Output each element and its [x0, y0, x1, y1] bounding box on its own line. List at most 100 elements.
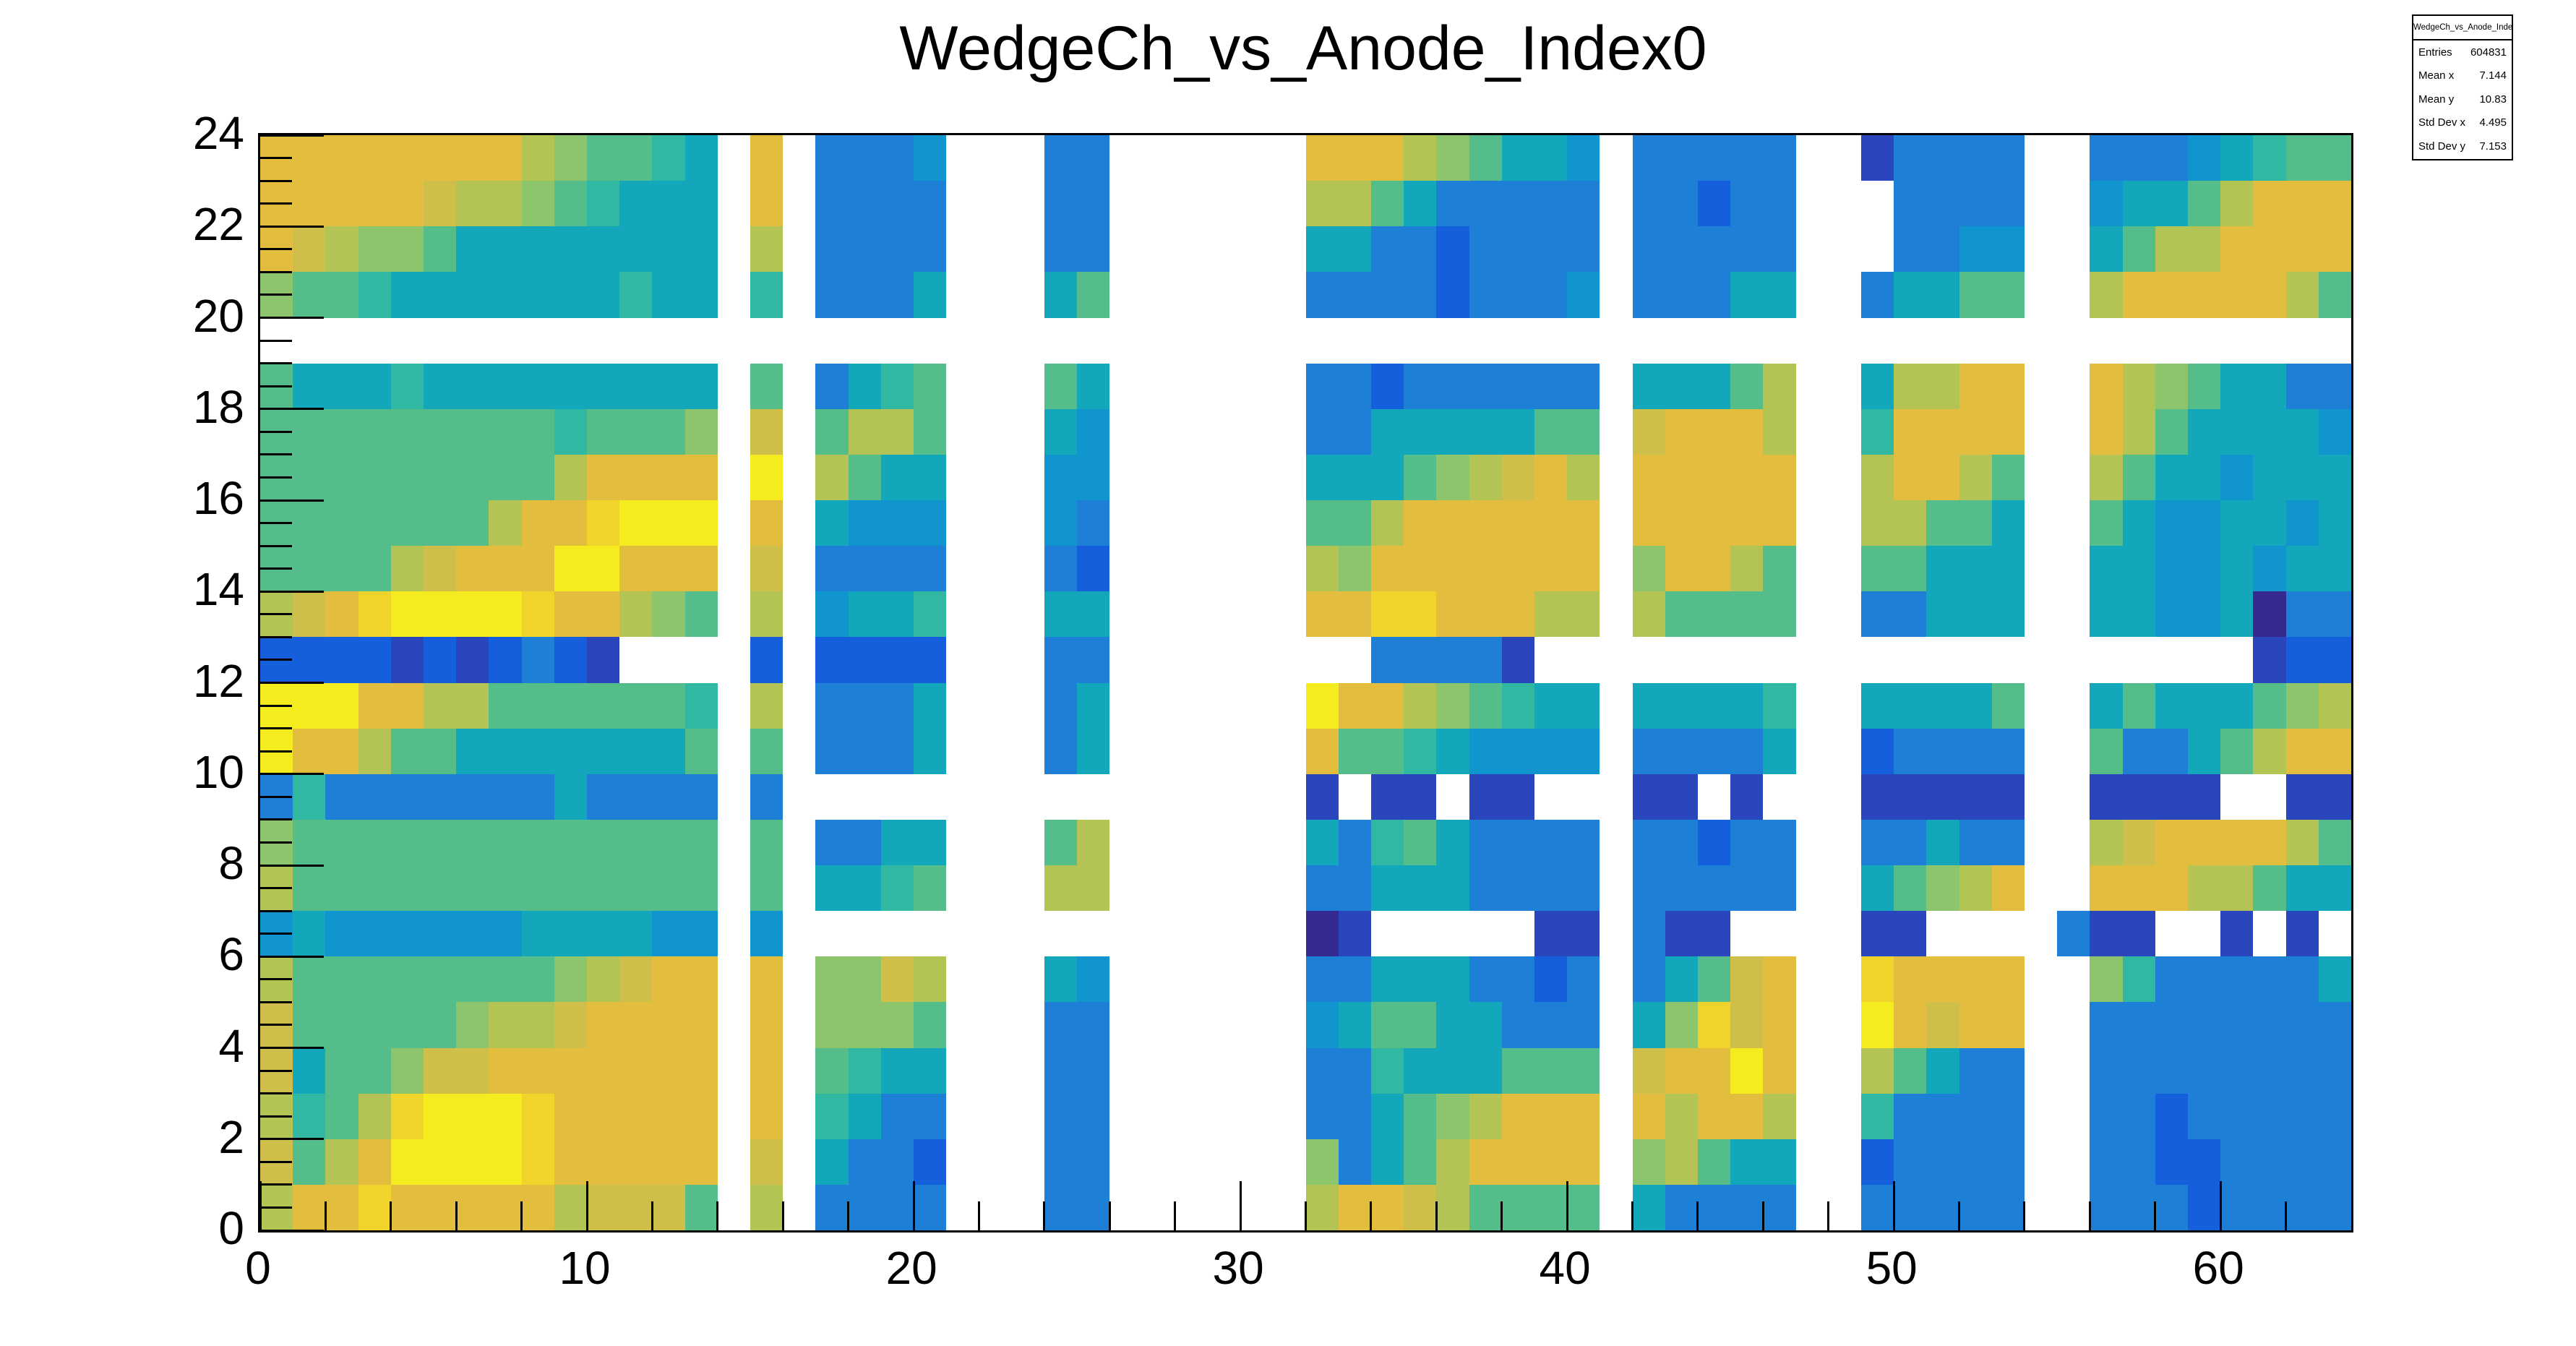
heatmap-cell: [1044, 820, 1077, 865]
heatmap-cell: [587, 956, 619, 1002]
heatmap-cell: [554, 865, 587, 911]
heatmap-cell: [1567, 1139, 1600, 1185]
heatmap-cell: [1992, 956, 2025, 1002]
heatmap-cell: [1044, 1185, 1077, 1230]
heatmap-cell: [881, 455, 914, 500]
heatmap-cell: [554, 364, 587, 409]
heatmap-cell: [1633, 1185, 1665, 1230]
heatmap-cell: [2286, 591, 2319, 637]
stats-row: Std Dev y 7.153: [2413, 134, 2512, 158]
heatmap-cell: [2220, 956, 2253, 1002]
heatmap-cell: [2319, 956, 2351, 1002]
heatmap-cell: [2155, 500, 2188, 546]
heatmap-cell: [2253, 683, 2286, 729]
heatmap-cell: [1894, 683, 1926, 729]
heatmap-cell: [2253, 865, 2286, 911]
heatmap-cell: [325, 774, 359, 820]
heatmap-cell: [1502, 1002, 1534, 1048]
heatmap-cell: [750, 1185, 783, 1230]
heatmap-cell: [1404, 1185, 1436, 1230]
y-axis-tick-label: 18: [192, 380, 244, 433]
heatmap-cell: [2090, 364, 2123, 409]
heatmap-cell: [1436, 591, 1469, 637]
heatmap-cell: [2188, 181, 2220, 226]
heatmap-cell: [1404, 364, 1436, 409]
y-minor-tick: [260, 453, 292, 456]
heatmap-cell: [1339, 455, 1371, 500]
heatmap-cell: [359, 1048, 391, 1094]
heatmap-cell: [849, 637, 881, 683]
heatmap-cell: [325, 865, 359, 911]
heatmap-cell: [619, 226, 652, 272]
heatmap-cell: [1959, 181, 1992, 226]
heatmap-cell: [325, 364, 359, 409]
heatmap-cell: [1861, 409, 1894, 455]
heatmap-cell: [456, 729, 489, 774]
heatmap-cell: [914, 1139, 946, 1185]
heatmap-cell: [1763, 683, 1796, 729]
heatmap-cell: [849, 1048, 881, 1094]
heatmap-cell: [2253, 546, 2286, 591]
heatmap-cell: [1469, 226, 1502, 272]
heatmap-cell: [2319, 637, 2351, 683]
heatmap-cell: [1926, 181, 1959, 226]
x-major-tick: [1239, 1181, 1242, 1230]
y-axis-tick-label: 16: [192, 472, 244, 524]
heatmap-cell: [1763, 500, 1796, 546]
y-axis-tick-label: 6: [218, 928, 244, 981]
heatmap-cell: [1339, 729, 1371, 774]
heatmap-cell: [750, 911, 783, 956]
heatmap-cell: [1567, 1048, 1600, 1094]
heatmap-cell: [1469, 500, 1502, 546]
y-minor-tick: [260, 293, 292, 296]
heatmap-cell: [554, 591, 587, 637]
heatmap-cell: [685, 729, 718, 774]
heatmap-cell: [685, 181, 718, 226]
heatmap-cell: [914, 820, 946, 865]
heatmap-cell: [1534, 683, 1567, 729]
heatmap-cell: [1502, 409, 1534, 455]
heatmap-cell: [2090, 546, 2123, 591]
x-major-tick: [912, 1181, 915, 1230]
heatmap-cell: [424, 637, 456, 683]
heatmap-cell: [914, 135, 946, 181]
heatmap-cell: [2253, 1185, 2286, 1230]
heatmap-cell: [325, 911, 359, 956]
heatmap-cell: [1992, 135, 2025, 181]
heatmap-cell: [685, 820, 718, 865]
heatmap-cell: [554, 1139, 587, 1185]
x-major-tick: [1892, 1181, 1895, 1230]
heatmap-cell: [489, 455, 522, 500]
x-minor-tick: [716, 1201, 719, 1230]
heatmap-cell: [359, 956, 391, 1002]
heatmap-cell: [293, 500, 325, 546]
heatmap-cell: [359, 683, 391, 729]
heatmap-cell: [456, 774, 489, 820]
stats-label: Std Dev x: [2418, 116, 2466, 129]
heatmap-cell: [293, 1002, 325, 1048]
heatmap-cell: [2319, 135, 2351, 181]
heatmap-cell: [2123, 774, 2155, 820]
heatmap-cell: [1306, 364, 1339, 409]
x-minor-tick: [2023, 1201, 2026, 1230]
heatmap-cell: [1665, 911, 1698, 956]
heatmap-cell: [2090, 226, 2123, 272]
y-axis-tick-label: 10: [192, 745, 244, 798]
heatmap-cell: [489, 500, 522, 546]
heatmap-cell: [587, 409, 619, 455]
heatmap-cell: [1665, 226, 1698, 272]
heatmap-cell: [2188, 683, 2220, 729]
heatmap-cell: [619, 1139, 652, 1185]
y-axis-tick-label: 0: [218, 1202, 244, 1254]
heatmap-cell: [424, 911, 456, 956]
heatmap-cell: [914, 364, 946, 409]
heatmap-cell: [1926, 683, 1959, 729]
heatmap-cell: [554, 683, 587, 729]
heatmap-cell: [914, 683, 946, 729]
heatmap-cell: [1339, 409, 1371, 455]
x-axis-tick-label: 20: [885, 1242, 937, 1294]
heatmap-cell: [554, 729, 587, 774]
heatmap-cell: [1534, 956, 1567, 1002]
heatmap-cell: [359, 1002, 391, 1048]
heatmap-cell: [1339, 865, 1371, 911]
